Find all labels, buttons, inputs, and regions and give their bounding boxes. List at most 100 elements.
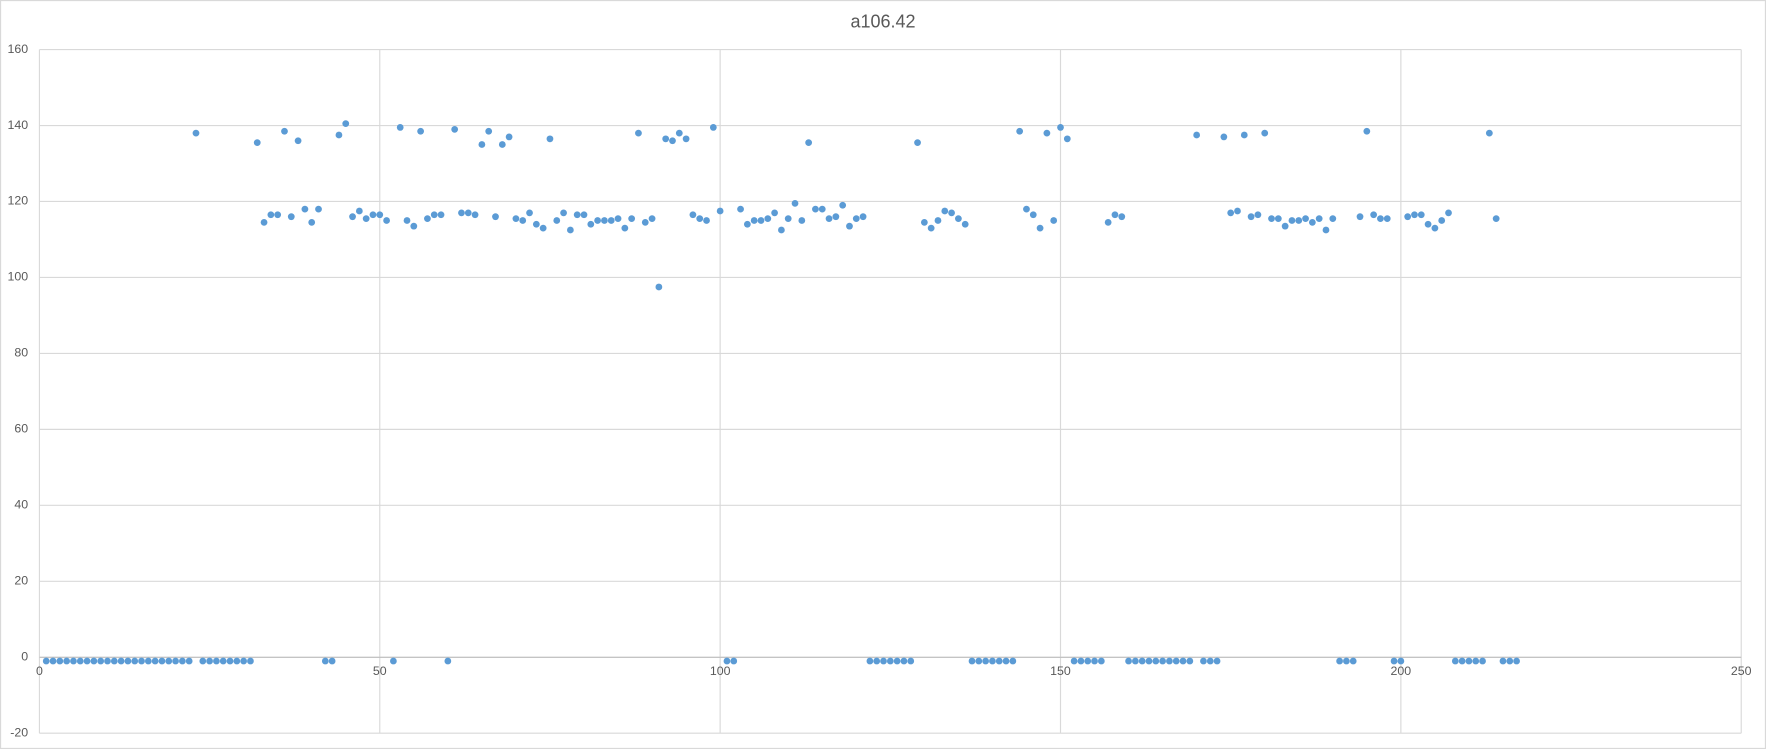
point	[328, 657, 336, 665]
point	[1172, 657, 1180, 665]
point	[662, 135, 670, 143]
point	[818, 205, 826, 213]
point	[124, 657, 132, 665]
y-tick-label: 0	[21, 650, 28, 664]
point	[641, 219, 649, 226]
point	[294, 137, 302, 145]
point	[1084, 657, 1092, 665]
point	[1166, 657, 1173, 665]
point	[696, 215, 704, 222]
point	[995, 657, 1003, 665]
point	[601, 217, 608, 224]
point	[723, 657, 731, 665]
point	[464, 209, 472, 217]
point	[70, 657, 77, 665]
point	[567, 226, 574, 234]
point	[934, 217, 942, 224]
point	[458, 209, 465, 217]
point	[955, 215, 962, 222]
point	[1138, 657, 1146, 665]
point	[471, 211, 479, 219]
point	[1104, 219, 1112, 226]
point	[219, 657, 227, 665]
point	[178, 657, 186, 665]
point	[1254, 211, 1262, 219]
point	[1390, 657, 1398, 665]
point	[1070, 657, 1078, 665]
point	[151, 657, 159, 665]
point	[172, 657, 179, 665]
point	[812, 205, 819, 213]
point	[757, 217, 765, 224]
point	[362, 215, 370, 222]
point	[138, 657, 145, 665]
point	[628, 215, 636, 222]
point	[948, 209, 955, 217]
point	[1424, 220, 1432, 228]
point	[526, 209, 533, 217]
point	[199, 657, 207, 665]
point	[1336, 657, 1343, 665]
point	[1152, 657, 1160, 665]
point	[852, 215, 860, 222]
point	[512, 215, 520, 222]
point	[635, 129, 642, 137]
point	[383, 217, 390, 224]
point	[83, 657, 91, 665]
point	[1063, 135, 1071, 143]
point	[131, 657, 139, 665]
chart-title: a106.42	[850, 11, 915, 31]
point	[104, 657, 111, 665]
point	[1234, 207, 1241, 215]
point	[437, 211, 445, 219]
y-tick-label: 120	[8, 194, 29, 208]
point	[1193, 131, 1201, 139]
point	[335, 131, 343, 139]
point	[900, 657, 908, 665]
point	[989, 657, 996, 665]
point	[771, 209, 778, 217]
point	[110, 657, 118, 665]
point	[1451, 657, 1459, 665]
point	[1261, 129, 1269, 137]
point	[301, 205, 309, 213]
point	[1370, 211, 1378, 219]
x-tick-label: 250	[1731, 664, 1752, 678]
point	[498, 141, 506, 148]
point	[1465, 657, 1473, 665]
point	[519, 217, 527, 224]
point	[1227, 209, 1235, 217]
point	[478, 141, 486, 148]
y-tick-label: 20	[14, 574, 28, 588]
point	[539, 224, 547, 232]
point	[165, 657, 173, 665]
point	[485, 127, 493, 135]
point	[260, 219, 268, 226]
x-tick-label: 50	[373, 664, 387, 678]
point	[893, 657, 901, 665]
point	[614, 215, 622, 222]
point	[730, 657, 738, 665]
point	[655, 283, 663, 291]
point	[76, 657, 84, 665]
point	[825, 215, 833, 222]
point	[675, 129, 683, 137]
point	[1308, 219, 1316, 226]
y-tick-label: 100	[8, 270, 29, 284]
point	[1343, 657, 1350, 665]
y-tick-label: 60	[14, 422, 28, 436]
point	[1417, 211, 1425, 219]
point	[1029, 211, 1037, 219]
point	[1513, 657, 1520, 665]
point	[267, 211, 275, 219]
point	[1411, 211, 1418, 219]
point	[1349, 657, 1357, 665]
point	[1023, 205, 1030, 213]
point	[560, 209, 567, 217]
point	[97, 657, 105, 665]
point	[185, 657, 193, 665]
point	[444, 657, 452, 665]
point	[158, 657, 166, 665]
point	[492, 213, 499, 221]
